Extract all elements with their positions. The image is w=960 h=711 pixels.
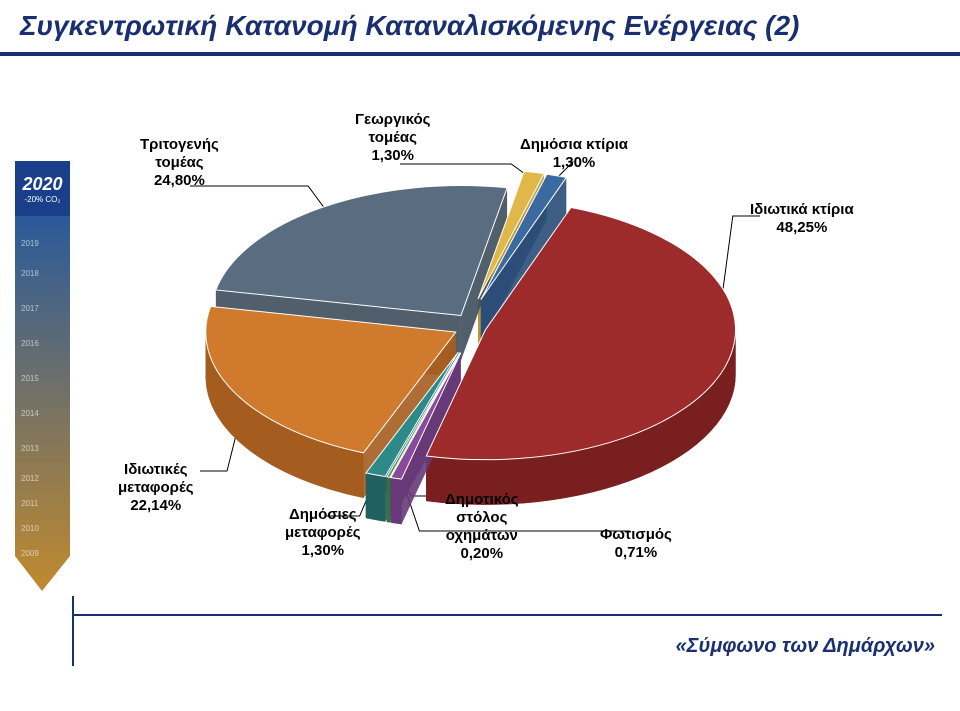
svg-text:2019: 2019 [21, 239, 39, 248]
label-text: μεταφορές [118, 479, 194, 496]
label-private-buildings: Ιδιωτικά κτίρια 48,25% [750, 201, 854, 237]
sidebar-year-sub: -20% CO₂ [24, 195, 60, 204]
label-text: Δημόσια κτίρια [520, 136, 628, 153]
label-text: 22,14% [130, 497, 181, 514]
label-text: 1,30% [553, 154, 596, 171]
label-text: Τριτογενής [140, 136, 219, 153]
svg-text:2016: 2016 [21, 339, 39, 348]
label-text: 1,30% [371, 147, 414, 164]
footer-line-horizontal [72, 614, 942, 616]
svg-text:2015: 2015 [21, 374, 39, 383]
label-text: Γεωργικός [355, 111, 430, 128]
label-text: 1,30% [302, 542, 345, 559]
sidebar-years: 2019 2018 2017 2016 2015 2014 2013 2012 … [15, 216, 70, 596]
pie-chart: Τριτογενής τομέας 24,80% Γεωργικός τομέα… [100, 66, 920, 626]
label-private-transport: Ιδιωτικές μεταφορές 22,14% [118, 461, 194, 515]
label-text: οχημάτων [446, 527, 518, 544]
sidebar-year-big: 2020 [22, 174, 62, 195]
svg-text:2011: 2011 [21, 499, 39, 508]
svg-text:2009: 2009 [21, 549, 39, 558]
label-text: Ιδιωτικά κτίρια [750, 201, 854, 218]
label-text: τομέας [155, 154, 203, 171]
label-text: Δημόσιες [289, 506, 357, 523]
svg-text:2014: 2014 [21, 409, 39, 418]
label-lighting: Φωτισμός 0,71% [600, 526, 672, 562]
label-text: Φωτισμός [600, 526, 672, 543]
label-text: στόλος [456, 509, 507, 526]
label-text: 48,25% [776, 219, 827, 236]
svg-text:2018: 2018 [21, 269, 39, 278]
sidebar-top: 2020 -20% CO₂ [15, 161, 70, 216]
label-public-buildings: Δημόσια κτίρια 1,30% [520, 136, 628, 172]
title-bar: Συγκεντρωτική Κατανομή Καταναλισκόμενης … [0, 0, 960, 56]
footer-text: «Σύμφωνο των Δημάρχων» [676, 635, 935, 658]
sidebar-years-svg: 2019 2018 2017 2016 2015 2014 2013 2012 … [15, 216, 70, 591]
label-municipal-fleet: Δημοτικός στόλος οχημάτων 0,20% [445, 491, 519, 563]
label-text: 0,20% [461, 545, 504, 562]
label-public-transport: Δημόσιες μεταφορές 1,30% [285, 506, 361, 560]
svg-text:2012: 2012 [21, 474, 39, 483]
label-text: Ιδιωτικές [124, 461, 187, 478]
label-text: μεταφορές [285, 524, 361, 541]
label-text: 0,71% [615, 544, 658, 561]
label-text: Δημοτικός [445, 491, 519, 508]
label-text: τομέας [369, 129, 417, 146]
label-tertiary: Τριτογενής τομέας 24,80% [140, 136, 219, 190]
main-content: 2020 -20% CO₂ 2019 2018 2017 2016 [0, 56, 960, 676]
footer-line-vertical [72, 596, 74, 666]
label-text: 24,80% [154, 172, 205, 189]
svg-text:2013: 2013 [21, 444, 39, 453]
sidebar-2020: 2020 -20% CO₂ 2019 2018 2017 2016 [15, 161, 70, 591]
svg-text:2010: 2010 [21, 524, 39, 533]
label-agriculture: Γεωργικός τομέας 1,30% [355, 111, 430, 165]
page-title: Συγκεντρωτική Κατανομή Καταναλισκόμενης … [20, 10, 940, 42]
svg-text:2017: 2017 [21, 304, 39, 313]
